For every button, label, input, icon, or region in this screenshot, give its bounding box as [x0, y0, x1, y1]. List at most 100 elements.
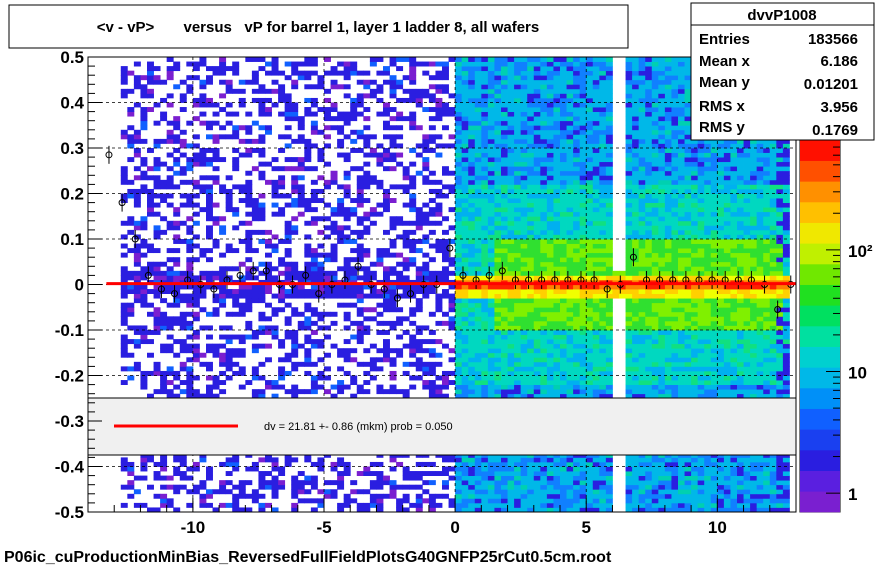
- heatmap-cell: [514, 334, 522, 340]
- heatmap-cell: [179, 193, 187, 199]
- heatmap-cell: [356, 257, 364, 263]
- heatmap-cell: [153, 66, 161, 72]
- heatmap-cell: [540, 361, 548, 367]
- heatmap-cell: [468, 116, 476, 122]
- heatmap-cell: [527, 234, 535, 240]
- heatmap-cell: [592, 152, 600, 158]
- heatmap-cell: [402, 97, 410, 103]
- heatmap-cell: [474, 270, 482, 276]
- heatmap-cell: [553, 302, 561, 308]
- heatmap-cell: [481, 298, 489, 304]
- heatmap-cell: [186, 375, 194, 381]
- heatmap-cell: [179, 239, 187, 244]
- heatmap-cell: [356, 330, 364, 335]
- heatmap-cell: [265, 380, 272, 385]
- heatmap-cell: [520, 393, 528, 399]
- heatmap-cell: [258, 211, 266, 217]
- heatmap-cell: [396, 234, 404, 240]
- heatmap-cell: [199, 57, 207, 62]
- heatmap-cell: [520, 348, 528, 354]
- heatmap-cell: [487, 57, 495, 62]
- heatmap-cell: [238, 284, 246, 290]
- heatmap-cell: [514, 111, 522, 117]
- heatmap-cell: [153, 75, 161, 81]
- heatmap-cell: [527, 252, 535, 258]
- heatmap-cell: [592, 252, 600, 258]
- heatmap-cell: [369, 289, 377, 294]
- heatmap-cell: [225, 366, 233, 372]
- heatmap-cell: [271, 466, 279, 472]
- heatmap-cell: [251, 57, 259, 62]
- heatmap-cell: [632, 275, 640, 281]
- heatmap-cell: [553, 57, 561, 62]
- heatmap-cell: [199, 393, 207, 399]
- heatmap-cell: [514, 216, 522, 222]
- heatmap-cell: [514, 202, 522, 208]
- heatmap-cell: [527, 320, 535, 326]
- heatmap-cell: [186, 366, 194, 372]
- heatmap-cell: [573, 293, 581, 299]
- heatmap-cell: [546, 179, 554, 185]
- heatmap-cell: [310, 188, 318, 194]
- heatmap-cell: [507, 243, 515, 249]
- heatmap-cell: [540, 471, 548, 476]
- heatmap-cell: [258, 502, 266, 508]
- heatmap-cell: [487, 348, 495, 354]
- heatmap-cell: [599, 116, 607, 122]
- heatmap-cell: [579, 188, 587, 194]
- heatmap-cell: [133, 339, 141, 345]
- heatmap-cell: [520, 111, 528, 117]
- heatmap-cell: [297, 120, 305, 126]
- heatmap-cell: [428, 207, 436, 213]
- heatmap-cell: [507, 502, 515, 508]
- heatmap-cell: [501, 111, 508, 117]
- heatmap-cell: [258, 475, 266, 481]
- heatmap-cell: [546, 79, 554, 85]
- heatmap-cell: [330, 257, 338, 263]
- heatmap-cell: [140, 284, 148, 290]
- heatmap-cell: [455, 357, 463, 363]
- heatmap-cell: [192, 134, 200, 140]
- heatmap-cell: [219, 107, 227, 112]
- heatmap-cell: [442, 125, 449, 131]
- heatmap-cell: [396, 84, 404, 90]
- heatmap-cell: [625, 116, 633, 122]
- heatmap-cell: [461, 361, 469, 367]
- heatmap-cell: [566, 93, 574, 99]
- heatmap-cell: [409, 175, 417, 181]
- heatmap-cell: [265, 107, 272, 112]
- heatmap-cell: [297, 202, 305, 208]
- heatmap-cell: [592, 248, 600, 254]
- heatmap-cell: [369, 270, 377, 276]
- heatmap-cell: [586, 138, 594, 144]
- heatmap-cell: [356, 293, 364, 299]
- heatmap-cell: [599, 66, 607, 72]
- heatmap-cell: [553, 270, 561, 276]
- heatmap-cell: [605, 357, 613, 363]
- heatmap-cell: [625, 243, 633, 249]
- heatmap-cell: [455, 107, 463, 112]
- heatmap-cell: [258, 289, 266, 294]
- heatmap-cell: [396, 161, 404, 167]
- heatmap-cell: [448, 475, 456, 481]
- heatmap-cell: [487, 302, 495, 308]
- heatmap-cell: [625, 97, 633, 103]
- heatmap-cell: [566, 70, 574, 76]
- heatmap-cell: [501, 93, 508, 99]
- heatmap-cell: [592, 243, 600, 249]
- heatmap-cell: [599, 480, 607, 486]
- heatmap-cell: [356, 93, 364, 99]
- heatmap-cell: [147, 193, 154, 199]
- heatmap-cell: [632, 325, 640, 331]
- heatmap-cell: [291, 330, 299, 335]
- heatmap-cell: [212, 275, 220, 281]
- heatmap-cell: [297, 389, 305, 395]
- heatmap-cell: [396, 252, 404, 258]
- heatmap-cell: [487, 116, 495, 122]
- heatmap-cell: [455, 261, 463, 267]
- heatmap-cell: [212, 352, 220, 358]
- heatmap-cell: [501, 325, 508, 331]
- heatmap-cell: [127, 275, 135, 281]
- heatmap-cell: [369, 502, 377, 508]
- heatmap-cell: [474, 148, 482, 153]
